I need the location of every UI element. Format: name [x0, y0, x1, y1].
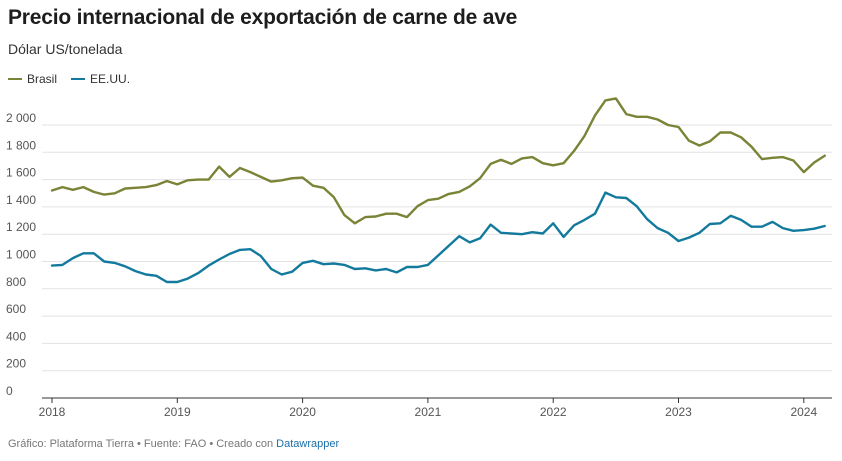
chart-subtitle: Dólar US/tonelada: [8, 41, 123, 57]
series-line-eeuu: [50, 191, 826, 284]
y-tick-label: 600: [6, 302, 26, 316]
x-tick-label: 2018: [39, 405, 66, 419]
y-tick-label: 800: [6, 275, 26, 289]
datawrapper-link[interactable]: Datawrapper: [276, 438, 340, 450]
legend-swatch-brasil: [8, 78, 22, 80]
x-tick-label: 2019: [164, 405, 191, 419]
x-tick-label: 2023: [665, 405, 692, 419]
legend-label-eeuu: EE.UU.: [90, 72, 131, 86]
footer: Gráfico: Plataforma Tierra • Fuente: FAO…: [8, 438, 339, 450]
series-line-brasil: [50, 97, 826, 225]
legend-item-brasil: Brasil: [8, 72, 57, 86]
y-tick-label: 1 800: [6, 138, 36, 152]
x-tick-label: 2022: [540, 405, 567, 419]
legend: Brasil EE.UU.: [8, 72, 130, 86]
legend-swatch-eeuu: [71, 78, 86, 80]
y-tick-label: 1 600: [6, 166, 36, 180]
x-tick-label: 2021: [415, 405, 442, 419]
footer-credits: Gráfico: Plataforma Tierra • Fuente: FAO…: [8, 438, 277, 450]
y-tick-label: 1 200: [6, 220, 36, 234]
legend-item-eeuu: EE.UU.: [71, 72, 130, 86]
y-tick-label: 1 400: [6, 193, 36, 207]
x-tick-label: 2024: [790, 405, 817, 419]
legend-label-brasil: Brasil: [27, 72, 58, 86]
y-tick-label: 400: [6, 329, 26, 343]
chart-title: Precio internacional de exportación de c…: [8, 6, 518, 29]
y-tick-label: 0: [6, 384, 13, 398]
x-tick-label: 2020: [289, 405, 316, 419]
y-tick-label: 200: [6, 357, 26, 371]
y-tick-label: 1 000: [6, 248, 36, 262]
y-tick-label: 2 000: [6, 111, 36, 125]
